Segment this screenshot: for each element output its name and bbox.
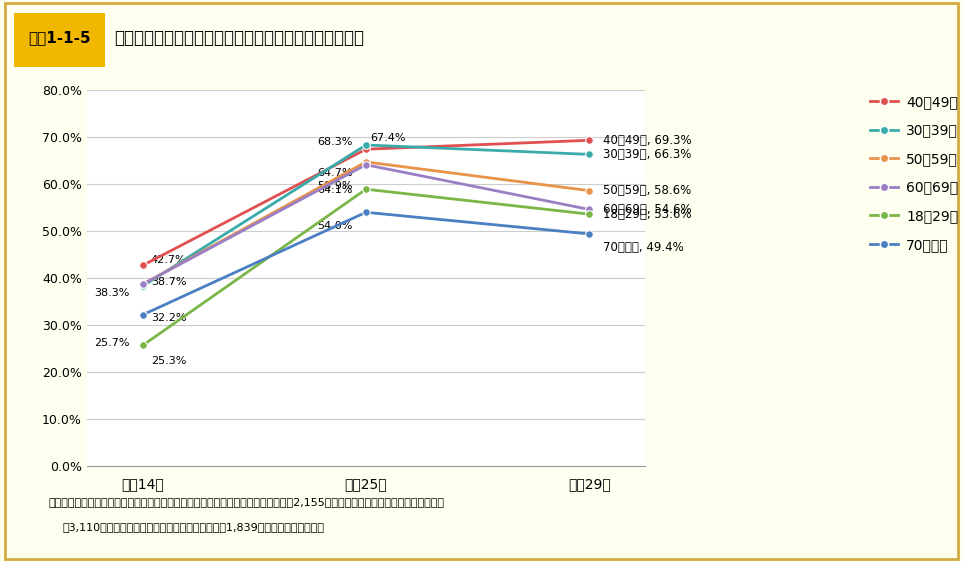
Text: 64.1%: 64.1% — [318, 185, 352, 195]
Text: 64.7%: 64.7% — [318, 168, 352, 178]
Text: 32.2%: 32.2% — [151, 312, 187, 323]
Legend: 40～49歳, 30～39歳, 50～59歳, 60～69歳, 18～29歳, 70歳以上: 40～49歳, 30～39歳, 50～59歳, 60～69歳, 18～29歳, … — [865, 89, 963, 257]
Text: 30～39歳, 66.3%: 30～39歳, 66.3% — [603, 148, 691, 161]
Text: 50～59歳, 58.6%: 50～59歳, 58.6% — [603, 184, 691, 197]
Text: 38.7%: 38.7% — [151, 277, 187, 287]
Text: 答3,110人）、（平成２９年１１月調査・有効回答1,839人）」より内閣府作成: 答3,110人）、（平成２９年１１月調査・有効回答1,839人）」より内閣府作成 — [63, 522, 325, 532]
FancyBboxPatch shape — [14, 13, 105, 67]
Text: 67.4%: 67.4% — [370, 133, 405, 143]
Text: 25.3%: 25.3% — [151, 356, 186, 366]
Text: 災害についての家族や身近な人との話し合い（年齢別）: 災害についての家族や身近な人との話し合い（年齢別） — [115, 29, 364, 47]
Text: 58.9%: 58.9% — [318, 182, 352, 192]
Text: 38.3%: 38.3% — [94, 288, 129, 298]
Text: 70歳以上, 49.4%: 70歳以上, 49.4% — [603, 241, 684, 255]
Text: 出典：内閣府政府広報廞「防災に関する世論調査（平成１４年９月調査・有効回答2,155人）、（平成２５年１２月調査・有効回: 出典：内閣府政府広報廞「防災に関する世論調査（平成１４年９月調査・有効回答2,1… — [48, 497, 444, 507]
Text: 40～49歳, 69.3%: 40～49歳, 69.3% — [603, 134, 691, 147]
Text: 25.7%: 25.7% — [94, 338, 129, 348]
Text: 42.7%: 42.7% — [151, 255, 187, 265]
Text: 図表1-1-5: 図表1-1-5 — [28, 30, 91, 46]
Text: 54.0%: 54.0% — [318, 221, 352, 231]
Text: 60～69歳, 54.6%: 60～69歳, 54.6% — [603, 203, 691, 216]
Text: 68.3%: 68.3% — [318, 137, 352, 147]
Text: 18～29歳, 53.6%: 18～29歳, 53.6% — [603, 208, 691, 221]
